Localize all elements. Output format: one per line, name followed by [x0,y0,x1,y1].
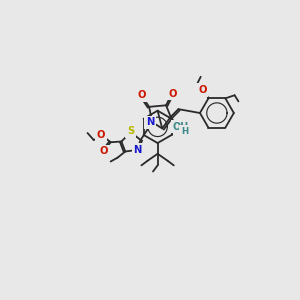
Text: OH: OH [172,122,189,132]
Text: O: O [169,89,177,99]
Text: S: S [127,127,134,136]
Text: N: N [146,117,154,127]
Text: O: O [138,90,146,100]
Text: H: H [181,127,188,136]
Text: N: N [134,145,142,155]
Text: O: O [96,130,105,140]
Text: O: O [198,85,206,95]
Text: O: O [100,146,108,157]
